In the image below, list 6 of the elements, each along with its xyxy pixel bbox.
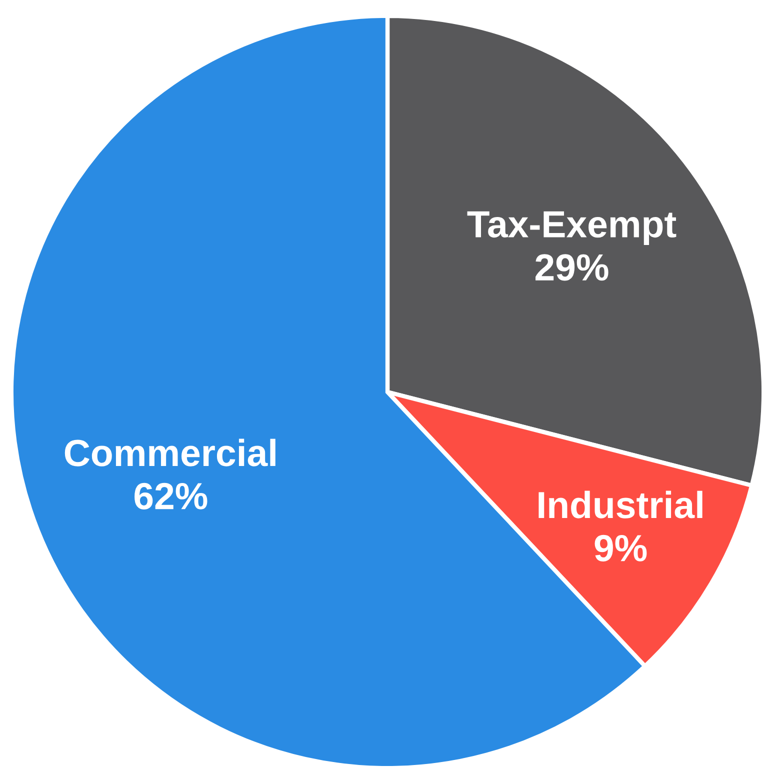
slice-label: Commercial [64, 438, 276, 466]
data-label: 62% [134, 482, 208, 510]
data-label: 29% [536, 254, 608, 281]
data-label: 9% [594, 534, 647, 562]
slice-label: Industrial [538, 490, 702, 518]
slice-label: Tax-Exempt [467, 211, 676, 246]
